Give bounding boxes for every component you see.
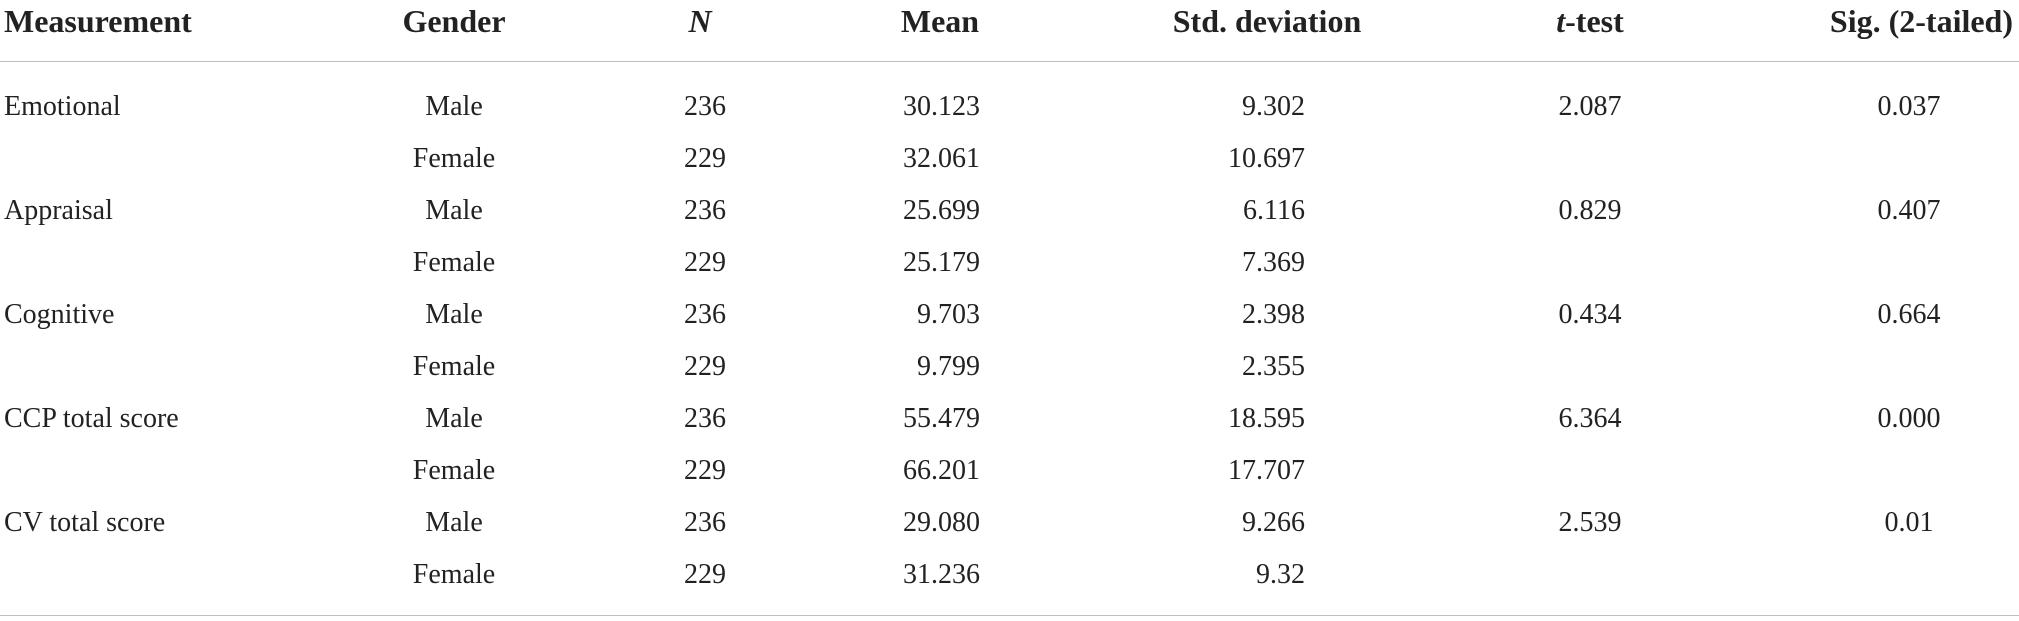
cell-sig: 0.000 [1877, 403, 1941, 434]
header-t-test-italic: t [1556, 3, 1566, 39]
cell-std-deviation: 9.32 [1256, 559, 1305, 590]
cell-n: 229 [684, 559, 726, 590]
cell-gender: Male [425, 91, 483, 122]
cell-gender: Female [412, 247, 496, 278]
cell-measurement: Emotional [4, 91, 121, 122]
cell-std-deviation: 9.266 [1242, 507, 1305, 538]
cell-n: 229 [684, 351, 726, 382]
cell-measurement: Cognitive [4, 299, 115, 330]
cell-sig: 0.037 [1877, 91, 1941, 122]
cell-mean: 9.799 [917, 351, 980, 382]
cell-n: 236 [684, 195, 726, 226]
header-rule [0, 61, 2019, 62]
cell-mean: 29.080 [903, 507, 980, 538]
cell-gender: Female [412, 351, 496, 382]
header-t-test-suffix: -test [1565, 3, 1624, 39]
cell-t-test: 0.829 [1558, 195, 1622, 226]
cell-gender: Female [412, 455, 496, 486]
cell-measurement: CCP total score [4, 403, 179, 434]
cell-sig: 0.407 [1877, 195, 1941, 226]
cell-std-deviation: 9.302 [1242, 91, 1305, 122]
cell-std-deviation: 7.369 [1242, 247, 1305, 278]
cell-n: 229 [684, 143, 726, 174]
bottom-rule [0, 615, 2019, 616]
cell-std-deviation: 6.116 [1243, 195, 1305, 226]
cell-n: 236 [684, 403, 726, 434]
cell-mean: 31.236 [903, 559, 980, 590]
cell-gender: Female [412, 143, 496, 174]
cell-mean: 25.179 [903, 247, 980, 278]
header-mean: Mean [900, 3, 980, 39]
header-measurement: Measurement [4, 3, 192, 39]
cell-std-deviation: 18.595 [1228, 403, 1305, 434]
cell-gender: Female [412, 559, 496, 590]
cell-n: 236 [684, 91, 726, 122]
cell-t-test: 2.087 [1558, 91, 1622, 122]
cell-mean: 66.201 [903, 455, 980, 486]
cell-n: 229 [684, 455, 726, 486]
cell-mean: 30.123 [903, 91, 980, 122]
cell-t-test: 6.364 [1558, 403, 1622, 434]
header-t-test: t-test [1556, 2, 1624, 40]
cell-std-deviation: 2.398 [1242, 299, 1305, 330]
header-sig-2-tailed: Sig. (2-tailed) [1829, 3, 2013, 39]
cell-mean: 32.061 [903, 143, 980, 174]
cell-gender: Male [425, 507, 483, 538]
cell-gender: Male [425, 299, 483, 330]
header-std-deviation: Std. deviation [1172, 3, 1362, 39]
cell-mean: 55.479 [903, 403, 980, 434]
cell-std-deviation: 10.697 [1228, 143, 1305, 174]
header-gender: Gender [402, 3, 506, 39]
cell-gender: Male [425, 195, 483, 226]
cell-n: 236 [684, 299, 726, 330]
cell-mean: 9.703 [917, 299, 980, 330]
cell-gender: Male [425, 403, 483, 434]
header-n: N [688, 3, 712, 39]
cell-sig: 0.01 [1884, 507, 1934, 538]
cell-measurement: Appraisal [4, 195, 113, 226]
cell-std-deviation: 2.355 [1242, 351, 1305, 382]
cell-std-deviation: 17.707 [1228, 455, 1305, 486]
cell-n: 236 [684, 507, 726, 538]
cell-n: 229 [684, 247, 726, 278]
cell-measurement: CV total score [4, 507, 166, 538]
cell-sig: 0.664 [1877, 299, 1941, 330]
cell-t-test: 0.434 [1558, 299, 1622, 330]
cell-t-test: 2.539 [1558, 507, 1622, 538]
cell-mean: 25.699 [903, 195, 980, 226]
